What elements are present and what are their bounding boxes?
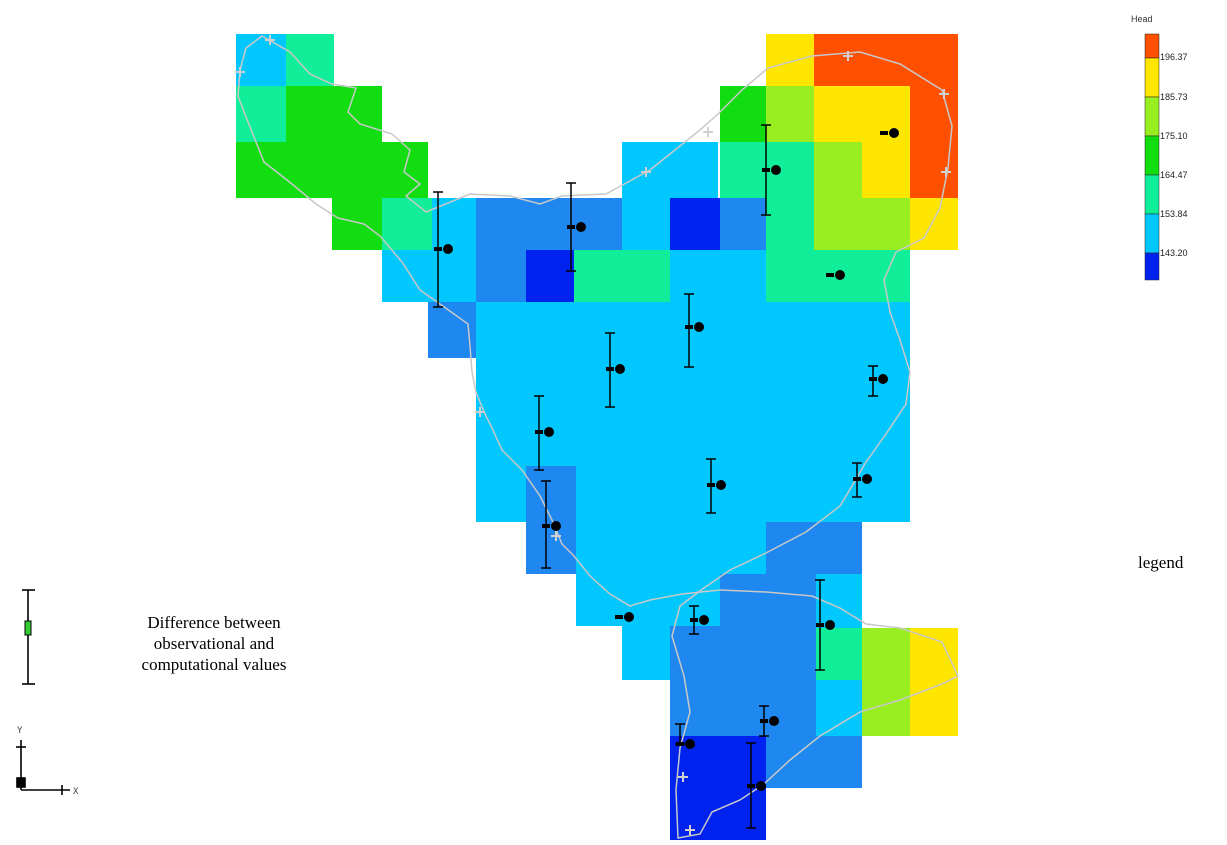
grid-cell <box>814 198 910 250</box>
grid-cell <box>382 198 432 250</box>
domain-boundary-line <box>237 35 959 839</box>
grid-cell <box>862 86 910 198</box>
observation-point <box>433 191 453 308</box>
grid-cell <box>526 198 622 250</box>
grid-cell <box>576 522 766 574</box>
observation-point <box>852 462 872 498</box>
grid-cell <box>862 680 910 736</box>
grid-cell <box>670 626 816 680</box>
grid-cell <box>526 250 574 302</box>
legend-color-band <box>1144 213 1160 254</box>
grid-cell <box>766 34 814 86</box>
well-plus-marker <box>703 127 713 137</box>
observation-point <box>615 612 634 622</box>
grid-cell <box>476 198 526 302</box>
observation-point <box>684 293 704 368</box>
observation-point <box>706 458 726 514</box>
error-bar-legend-label: Difference between observational and com… <box>106 612 322 675</box>
grid-cell <box>816 680 862 736</box>
legend-color-band <box>1144 174 1160 215</box>
observation-point <box>689 605 709 635</box>
grid-cell <box>720 86 766 142</box>
well-plus-marker <box>685 825 695 835</box>
grid-cell <box>816 628 862 682</box>
grid-cell <box>814 142 862 198</box>
well-plus-marker <box>941 167 951 177</box>
legend-value-6: 143.20 <box>1160 248 1188 258</box>
axis-x-label: X <box>73 787 79 797</box>
observation-point <box>826 270 845 280</box>
grid-cell <box>766 198 814 250</box>
axis-y-label: Y <box>17 726 23 736</box>
grid-cell <box>622 198 670 250</box>
observation-error-bars <box>433 124 899 829</box>
grid-cell <box>236 34 286 86</box>
legend-side-label: legend <box>1138 553 1184 572</box>
grid-cell <box>910 680 958 736</box>
legend-value-1: 196.37 <box>1160 52 1188 62</box>
observation-point <box>675 723 695 749</box>
axes-icon <box>16 740 70 795</box>
observation-point <box>868 365 888 397</box>
grid-cell <box>766 86 814 142</box>
observation-well-markers <box>235 35 951 835</box>
grid-cell <box>720 142 766 198</box>
grid-cell <box>526 522 576 574</box>
grid-cell <box>720 198 766 250</box>
grid-cell <box>332 142 428 198</box>
error-bar-legend-line-3: computational values <box>141 655 287 674</box>
grid-cell <box>766 522 862 574</box>
observation-point <box>534 395 554 471</box>
observation-point <box>761 124 781 216</box>
well-plus-marker <box>235 67 245 77</box>
legend-color-band <box>1144 96 1160 137</box>
legend-value-4: 164.47 <box>1160 170 1188 180</box>
legend-color-band <box>1144 252 1160 281</box>
grid-cell <box>622 626 670 680</box>
grid-cell <box>236 142 332 198</box>
observation-point <box>815 579 835 671</box>
grid-cell <box>526 466 576 522</box>
observation-point <box>605 332 625 408</box>
error-bar-legend-line-2: observational and <box>153 634 275 653</box>
observation-point <box>566 182 586 272</box>
grid-cell <box>910 628 958 680</box>
grid-cell <box>766 736 862 788</box>
error-bar-legend-symbol <box>22 589 35 685</box>
head-color-legend <box>1144 33 1160 281</box>
grid-cell <box>670 680 816 736</box>
observation-point <box>759 705 779 737</box>
legend-title: Head <box>1131 14 1153 24</box>
head-grid-cells <box>236 34 958 840</box>
grid-cell <box>862 628 910 680</box>
legend-color-band <box>1144 33 1160 59</box>
grid-cell <box>332 198 382 250</box>
grid-cell <box>286 86 382 142</box>
well-plus-marker <box>475 407 485 417</box>
grid-cell <box>670 198 720 250</box>
legend-value-2: 185.73 <box>1160 92 1188 102</box>
well-plus-marker <box>265 35 275 45</box>
grid-cell <box>236 86 286 142</box>
observation-point <box>880 128 899 138</box>
well-plus-marker <box>939 89 949 99</box>
legend-color-band <box>1144 57 1160 98</box>
grid-cell <box>382 250 476 302</box>
observation-point <box>541 480 561 569</box>
legend-value-3: 175.10 <box>1160 131 1188 141</box>
grid-cell <box>574 250 670 302</box>
well-plus-marker <box>551 531 561 541</box>
well-plus-marker <box>843 51 853 61</box>
grid-cell <box>720 574 816 626</box>
well-plus-marker <box>678 772 688 782</box>
legend-color-band <box>1144 135 1160 176</box>
grid-cell <box>622 142 718 198</box>
error-bar-legend-line-1: Difference between <box>147 613 281 632</box>
well-plus-marker <box>641 167 651 177</box>
grid-cell <box>286 34 334 86</box>
observation-point <box>746 742 766 829</box>
legend-value-5: 153.84 <box>1160 209 1188 219</box>
